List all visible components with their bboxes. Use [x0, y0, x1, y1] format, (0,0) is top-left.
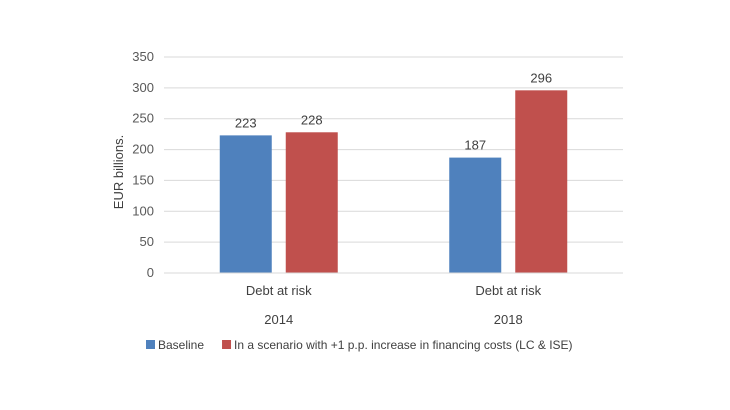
bar — [449, 157, 502, 273]
y-tick-label: 300 — [132, 80, 154, 95]
data-label: 296 — [530, 70, 552, 85]
category-group-label: 2018 — [494, 312, 523, 327]
data-labels: 223 228 187 296 — [235, 70, 552, 152]
y-axis-ticks: 0 50 100 150 200 250 300 350 — [132, 49, 154, 280]
data-label: 223 — [235, 115, 257, 130]
y-tick-label: 50 — [140, 234, 154, 249]
y-tick-label: 100 — [132, 203, 154, 218]
y-tick-label: 200 — [132, 142, 154, 157]
category-group-label: 2014 — [264, 312, 293, 327]
legend-label: In a scenario with +1 p.p. increase in f… — [234, 338, 573, 352]
category-labels: Debt at risk 2014 Debt at risk 2018 — [246, 283, 542, 327]
legend-swatch — [146, 340, 155, 349]
data-label: 187 — [464, 138, 486, 153]
category-label: Debt at risk — [475, 283, 541, 298]
legend: Baseline In a scenario with +1 p.p. incre… — [146, 338, 573, 352]
bars — [219, 90, 568, 273]
data-label: 228 — [301, 112, 323, 127]
bar — [515, 90, 568, 273]
bar — [285, 132, 338, 273]
bar — [219, 135, 272, 273]
y-tick-label: 250 — [132, 111, 154, 126]
legend-swatch — [222, 340, 232, 349]
y-tick-label: 0 — [147, 265, 154, 280]
category-label: Debt at risk — [246, 283, 312, 298]
legend-label: Baseline — [158, 338, 204, 352]
y-tick-label: 350 — [132, 49, 154, 64]
y-tick-label: 150 — [132, 172, 154, 187]
y-axis-title: EUR billions. — [111, 135, 126, 209]
